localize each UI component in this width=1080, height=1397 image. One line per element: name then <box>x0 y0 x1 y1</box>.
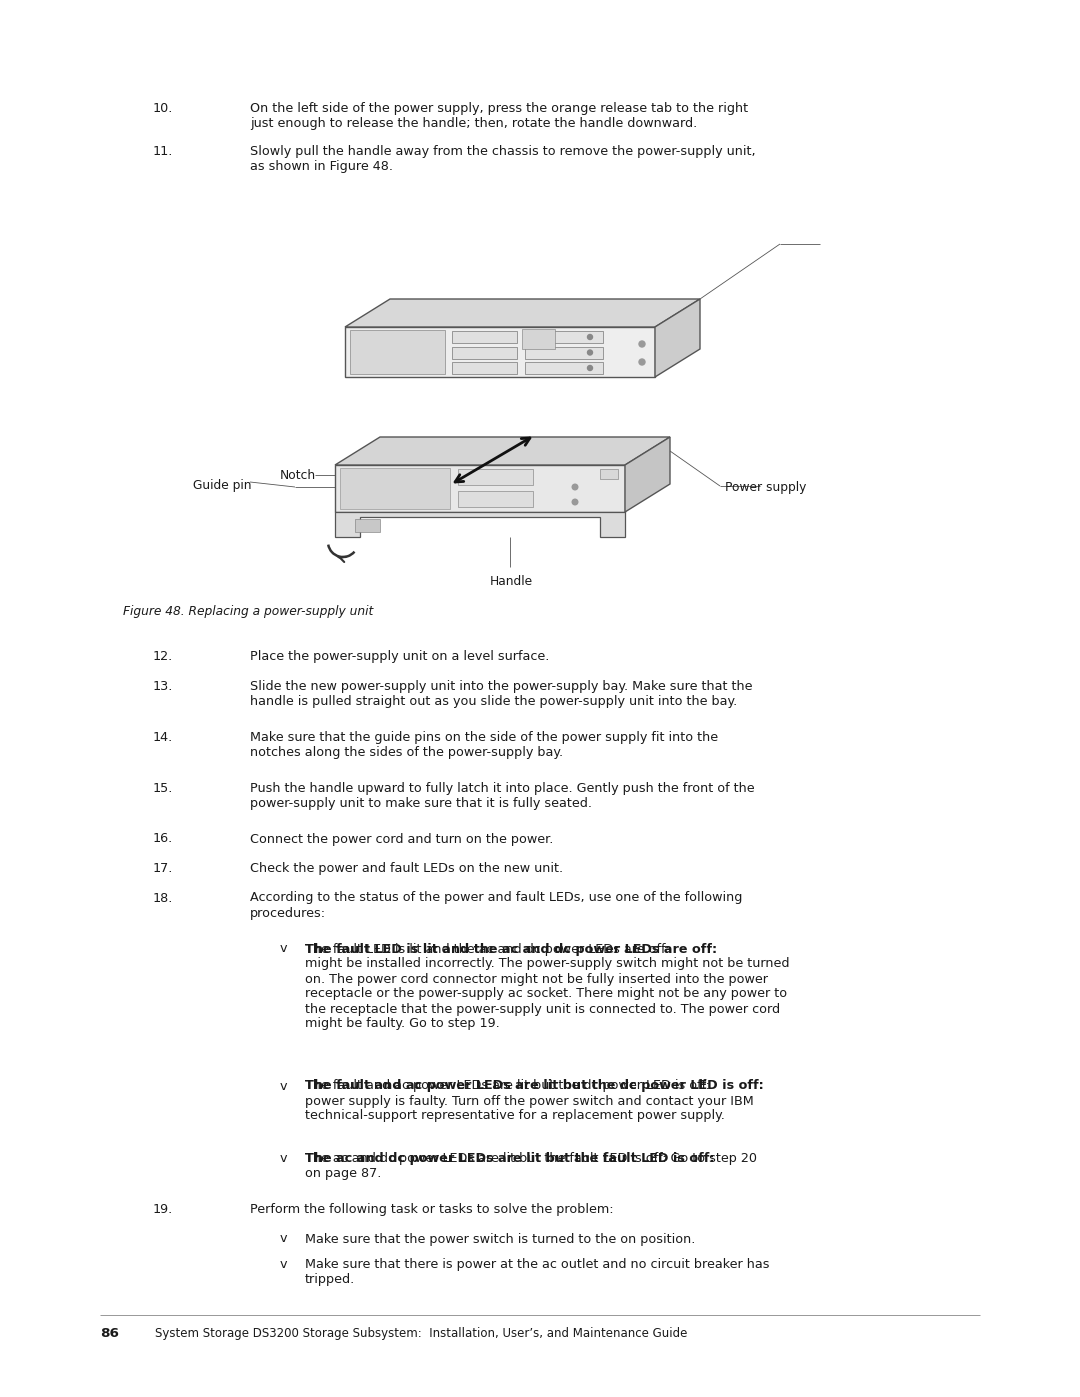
Text: 14.: 14. <box>153 731 173 743</box>
Polygon shape <box>345 327 654 377</box>
Polygon shape <box>525 362 603 374</box>
Text: Notch: Notch <box>280 469 316 482</box>
Polygon shape <box>458 469 534 485</box>
Text: Slide the new power-supply unit into the power-supply bay. Make sure that the
ha: Slide the new power-supply unit into the… <box>249 679 753 707</box>
Text: According to the status of the power and fault LEDs, use one of the following
pr: According to the status of the power and… <box>249 891 742 919</box>
Text: Place the power-supply unit on a level surface.: Place the power-supply unit on a level s… <box>249 650 550 664</box>
Polygon shape <box>340 468 450 509</box>
Polygon shape <box>654 299 700 377</box>
Polygon shape <box>458 490 534 507</box>
Text: The fault and ac power LEDs are lit but the dc power LED is off:: The fault and ac power LEDs are lit but … <box>305 1080 764 1092</box>
Text: Make sure that there is power at the ac outlet and no circuit breaker has
trippe: Make sure that there is power at the ac … <box>305 1259 769 1287</box>
Text: The fault LED is lit and the ac and dc power LEDs are off:
might be installed in: The fault LED is lit and the ac and dc p… <box>305 943 789 1031</box>
Text: System Storage DS3200 Storage Subsystem:  Installation, User’s, and Maintenance : System Storage DS3200 Storage Subsystem:… <box>156 1327 687 1340</box>
Polygon shape <box>600 469 618 479</box>
Polygon shape <box>355 520 380 532</box>
Polygon shape <box>625 437 670 511</box>
Circle shape <box>639 341 645 346</box>
Text: 18.: 18. <box>153 891 174 904</box>
Text: Perform the following task or tasks to solve the problem:: Perform the following task or tasks to s… <box>249 1203 613 1215</box>
Text: Slowly pull the handle away from the chassis to remove the power-supply unit,
as: Slowly pull the handle away from the cha… <box>249 145 756 173</box>
Text: Power supply: Power supply <box>725 481 807 495</box>
Circle shape <box>588 334 593 339</box>
Circle shape <box>588 366 593 370</box>
Circle shape <box>572 499 578 504</box>
Text: v: v <box>280 1080 287 1092</box>
Polygon shape <box>335 437 670 465</box>
Text: 12.: 12. <box>153 650 173 664</box>
Polygon shape <box>335 465 625 511</box>
Text: 13.: 13. <box>153 679 174 693</box>
Polygon shape <box>453 331 517 344</box>
Text: 17.: 17. <box>153 862 174 875</box>
Text: v: v <box>280 1259 287 1271</box>
Polygon shape <box>345 299 700 327</box>
Circle shape <box>588 351 593 355</box>
Text: v: v <box>280 1232 287 1246</box>
Text: Handle: Handle <box>490 576 534 588</box>
Text: The fault and ac power LEDs are lit but the dc power LED is off:
power supply is: The fault and ac power LEDs are lit but … <box>305 1080 754 1123</box>
Text: Push the handle upward to fully latch it into place. Gently push the front of th: Push the handle upward to fully latch it… <box>249 781 755 809</box>
Text: Figure 48. Replacing a power-supply unit: Figure 48. Replacing a power-supply unit <box>123 605 374 617</box>
Polygon shape <box>525 346 603 359</box>
Text: 11.: 11. <box>153 145 174 158</box>
Text: 15.: 15. <box>153 781 174 795</box>
Polygon shape <box>350 330 445 374</box>
Circle shape <box>572 485 578 490</box>
Polygon shape <box>453 362 517 374</box>
Text: Make sure that the guide pins on the side of the power supply fit into the
notch: Make sure that the guide pins on the sid… <box>249 731 718 759</box>
Text: On the left side of the power supply, press the orange release tab to the right
: On the left side of the power supply, pr… <box>249 102 748 130</box>
Text: v: v <box>280 943 287 956</box>
Text: 86: 86 <box>100 1327 119 1340</box>
Text: 16.: 16. <box>153 833 173 845</box>
Text: Connect the power cord and turn on the power.: Connect the power cord and turn on the p… <box>249 833 553 845</box>
Text: 10.: 10. <box>153 102 174 115</box>
Polygon shape <box>453 346 517 359</box>
Text: Check the power and fault LEDs on the new unit.: Check the power and fault LEDs on the ne… <box>249 862 563 875</box>
Polygon shape <box>335 511 625 536</box>
Circle shape <box>639 359 645 365</box>
Text: The ac and dc power LEDs are lit but the fault LED is off:: The ac and dc power LEDs are lit but the… <box>305 1153 715 1165</box>
Polygon shape <box>525 331 603 344</box>
Text: v: v <box>280 1153 287 1165</box>
Text: 19.: 19. <box>153 1203 173 1215</box>
Text: Guide pin: Guide pin <box>193 479 252 492</box>
Polygon shape <box>522 330 555 349</box>
Text: The fault LED is lit and the ac and dc power LEDs are off:: The fault LED is lit and the ac and dc p… <box>305 943 717 956</box>
Text: Make sure that the power switch is turned to the on position.: Make sure that the power switch is turne… <box>305 1232 696 1246</box>
Text: The ac and dc power LEDs are lit but the fault LED is off: Go to step 20
on page: The ac and dc power LEDs are lit but the… <box>305 1153 757 1180</box>
